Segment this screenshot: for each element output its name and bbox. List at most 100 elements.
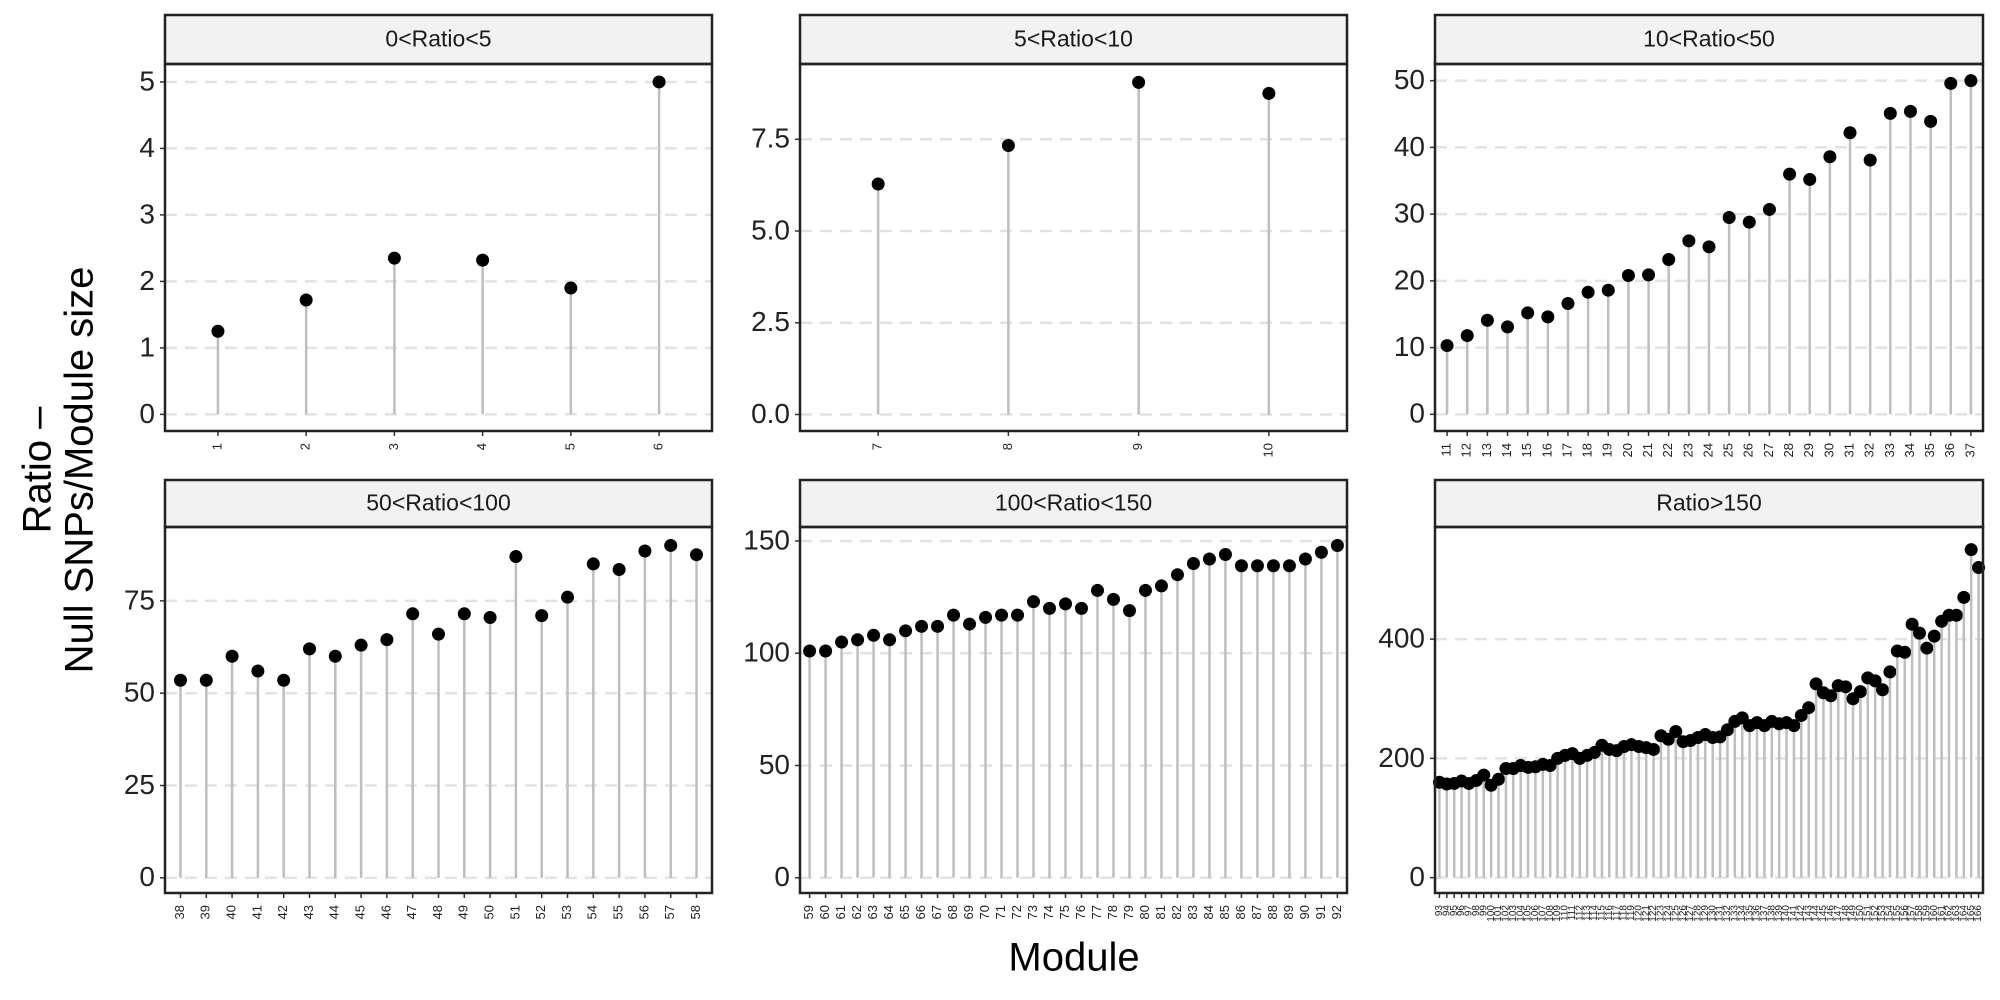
x-tick-label: 69: [961, 905, 976, 919]
point: [1702, 240, 1716, 254]
point: [1501, 320, 1515, 334]
point: [899, 624, 913, 638]
x-tick-label: 105: [1523, 905, 1534, 922]
x-tick-label: 162: [1944, 905, 1955, 922]
point: [1883, 665, 1897, 679]
point: [483, 610, 497, 624]
point: [1682, 234, 1696, 248]
x-tick-label: 160: [1929, 905, 1940, 922]
panel-border: [163, 525, 714, 895]
point: [979, 610, 993, 624]
point: [883, 633, 897, 647]
point: [387, 251, 401, 265]
x-tick-label: 130: [1707, 905, 1718, 922]
x-tick-label: 14: [1499, 443, 1514, 457]
x-tick-label: 134: [1737, 905, 1748, 922]
x-tick-label: 57: [662, 905, 677, 919]
point: [1001, 138, 1015, 152]
x-tick-label: 78: [1105, 905, 1120, 919]
point: [354, 638, 368, 652]
point: [1460, 329, 1474, 343]
point: [1298, 552, 1312, 566]
x-tick-label: 164: [1958, 905, 1969, 922]
x-tick-label: 115: [1597, 905, 1608, 921]
point: [251, 664, 265, 678]
point: [1521, 306, 1535, 320]
x-tick-label: 77: [1089, 905, 1104, 919]
x-tick-label: 47: [404, 905, 419, 919]
x-tick-label: 71: [993, 905, 1008, 919]
point: [1920, 641, 1934, 655]
x-tick-label: 73: [1025, 905, 1040, 919]
x-tick-label: 43: [301, 905, 316, 919]
x-tick-label: 72: [1009, 905, 1024, 919]
point: [1314, 545, 1328, 559]
x-tick-label: 136: [1752, 905, 1763, 922]
x-tick-label: 42: [275, 905, 290, 919]
x-tick-label: 90: [1297, 905, 1312, 919]
x-tick-label: 111: [1567, 905, 1578, 921]
x-tick-label: 34: [1902, 443, 1917, 457]
x-tick-label: 129: [1700, 905, 1711, 922]
y-tick-label: 0.0: [751, 398, 790, 429]
point: [1742, 215, 1756, 229]
point: [1106, 592, 1120, 606]
strip: [798, 13, 1349, 66]
point: [1843, 126, 1857, 140]
x-tick-label: 67: [929, 905, 944, 919]
y-tick-label: 2.5: [751, 306, 790, 337]
panel-title: 10<Ratio<50: [1643, 26, 1775, 52]
x-tick-label: 155: [1892, 905, 1903, 922]
x-tick-label: 156: [1899, 905, 1910, 922]
point: [1809, 677, 1823, 691]
x-tick-label: 140: [1781, 905, 1792, 922]
x-tick-label: 88: [1265, 905, 1280, 919]
point: [851, 633, 865, 647]
x-tick-label: 15: [1519, 443, 1534, 457]
strip: [163, 13, 714, 66]
x-tick-label: 149: [1848, 905, 1859, 922]
x-tick-label: 52: [533, 905, 548, 919]
x-tick-label: 86: [1233, 905, 1248, 919]
x-tick-label: 2: [298, 443, 313, 450]
x-tick-label: 104: [1515, 905, 1526, 922]
point: [509, 550, 523, 564]
x-tick-label: 116: [1604, 905, 1615, 921]
point: [1138, 583, 1152, 597]
point: [1802, 701, 1816, 715]
x-tick-label: 74: [1041, 905, 1056, 919]
x-tick-label: 121: [1641, 905, 1652, 922]
x-tick-label: 119: [1626, 905, 1637, 921]
point: [1669, 725, 1683, 739]
x-tick-label: 103: [1508, 905, 1519, 922]
point: [1957, 590, 1971, 604]
x-tick-label: 135: [1744, 905, 1755, 922]
x-tick-label: 32: [1862, 443, 1877, 457]
x-tick-label: 63: [865, 905, 880, 919]
point: [867, 628, 881, 642]
x-tick-label: 35: [1922, 443, 1937, 457]
x-tick-label: 92: [1329, 905, 1344, 919]
x-tick-label: 18: [1580, 443, 1595, 457]
strip: [163, 478, 714, 529]
point: [1122, 604, 1136, 618]
point: [1964, 74, 1978, 88]
x-tick-label: 151: [1862, 905, 1873, 922]
x-tick-label: 46: [378, 905, 393, 919]
x-tick-label: 55: [611, 905, 626, 919]
x-tick-label: 5: [562, 443, 577, 450]
x-tick-label: 102: [1501, 905, 1512, 922]
y-tick-label: 10: [1394, 331, 1425, 362]
x-tick-label: 59: [801, 905, 816, 919]
point: [652, 75, 666, 89]
point: [1647, 742, 1661, 756]
x-tick-label: 70: [977, 905, 992, 919]
x-tick-label: 98: [1471, 905, 1482, 917]
x-tick-label: 152: [1870, 905, 1881, 922]
point: [1218, 547, 1232, 561]
x-tick-label: 37: [1962, 443, 1977, 457]
y-tick-label: 200: [1378, 742, 1425, 773]
point: [871, 177, 885, 191]
point: [457, 607, 471, 621]
x-tick-label: 82: [1169, 905, 1184, 919]
